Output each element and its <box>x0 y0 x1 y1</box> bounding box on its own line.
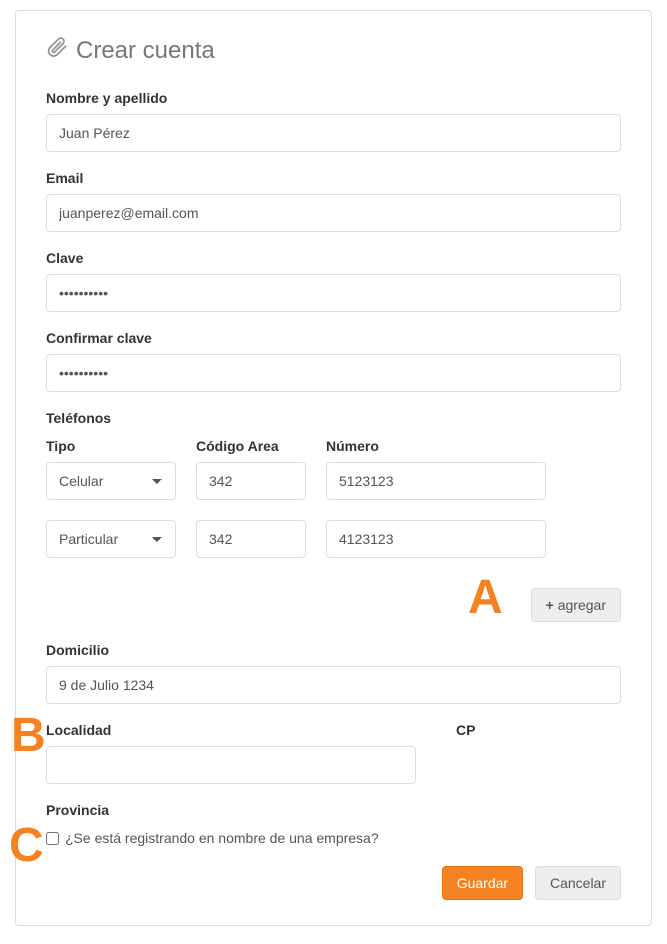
password-input[interactable] <box>46 274 621 312</box>
company-checkbox-label: ¿Se está registrando en nombre de una em… <box>65 830 379 846</box>
phone-row: Celular <box>46 462 621 500</box>
password-label: Clave <box>46 250 621 266</box>
confirm-password-label: Confirmar clave <box>46 330 621 346</box>
paperclip-icon <box>46 36 68 65</box>
page-title: Crear cuenta <box>46 36 621 65</box>
add-phone-button[interactable]: + agregar <box>531 588 621 622</box>
localidad-input[interactable] <box>46 746 416 784</box>
save-button[interactable]: Guardar <box>442 866 523 900</box>
localidad-label: Localidad <box>46 722 416 738</box>
phone-header-area: Código Area <box>196 438 306 454</box>
phone-area-input[interactable] <box>196 462 306 500</box>
page-title-text: Crear cuenta <box>76 37 215 65</box>
add-phone-label: agregar <box>558 597 606 613</box>
email-label: Email <box>46 170 621 186</box>
email-input[interactable] <box>46 194 621 232</box>
phone-header-numero: Número <box>326 438 621 454</box>
phone-number-input[interactable] <box>326 462 546 500</box>
domicilio-label: Domicilio <box>46 642 621 658</box>
phone-number-input[interactable] <box>326 520 546 558</box>
cancel-button[interactable]: Cancelar <box>535 866 621 900</box>
phone-type-select[interactable]: Celular <box>46 462 176 500</box>
phone-row: Particular <box>46 520 621 558</box>
name-input[interactable] <box>46 114 621 152</box>
phone-type-select[interactable]: Particular <box>46 520 176 558</box>
form-panel: Crear cuenta Nombre y apellido Email Cla… <box>15 10 652 926</box>
cp-label: CP <box>456 722 621 738</box>
phone-headers: Tipo Código Area Número <box>46 438 621 454</box>
company-checkbox[interactable] <box>46 832 59 845</box>
phone-header-tipo: Tipo <box>46 438 176 454</box>
domicilio-input[interactable] <box>46 666 621 704</box>
confirm-password-input[interactable] <box>46 354 621 392</box>
phone-area-input[interactable] <box>196 520 306 558</box>
provincia-label: Provincia <box>46 802 621 818</box>
phones-section-label: Teléfonos <box>46 410 621 426</box>
name-label: Nombre y apellido <box>46 90 621 106</box>
plus-icon: + <box>546 597 554 613</box>
